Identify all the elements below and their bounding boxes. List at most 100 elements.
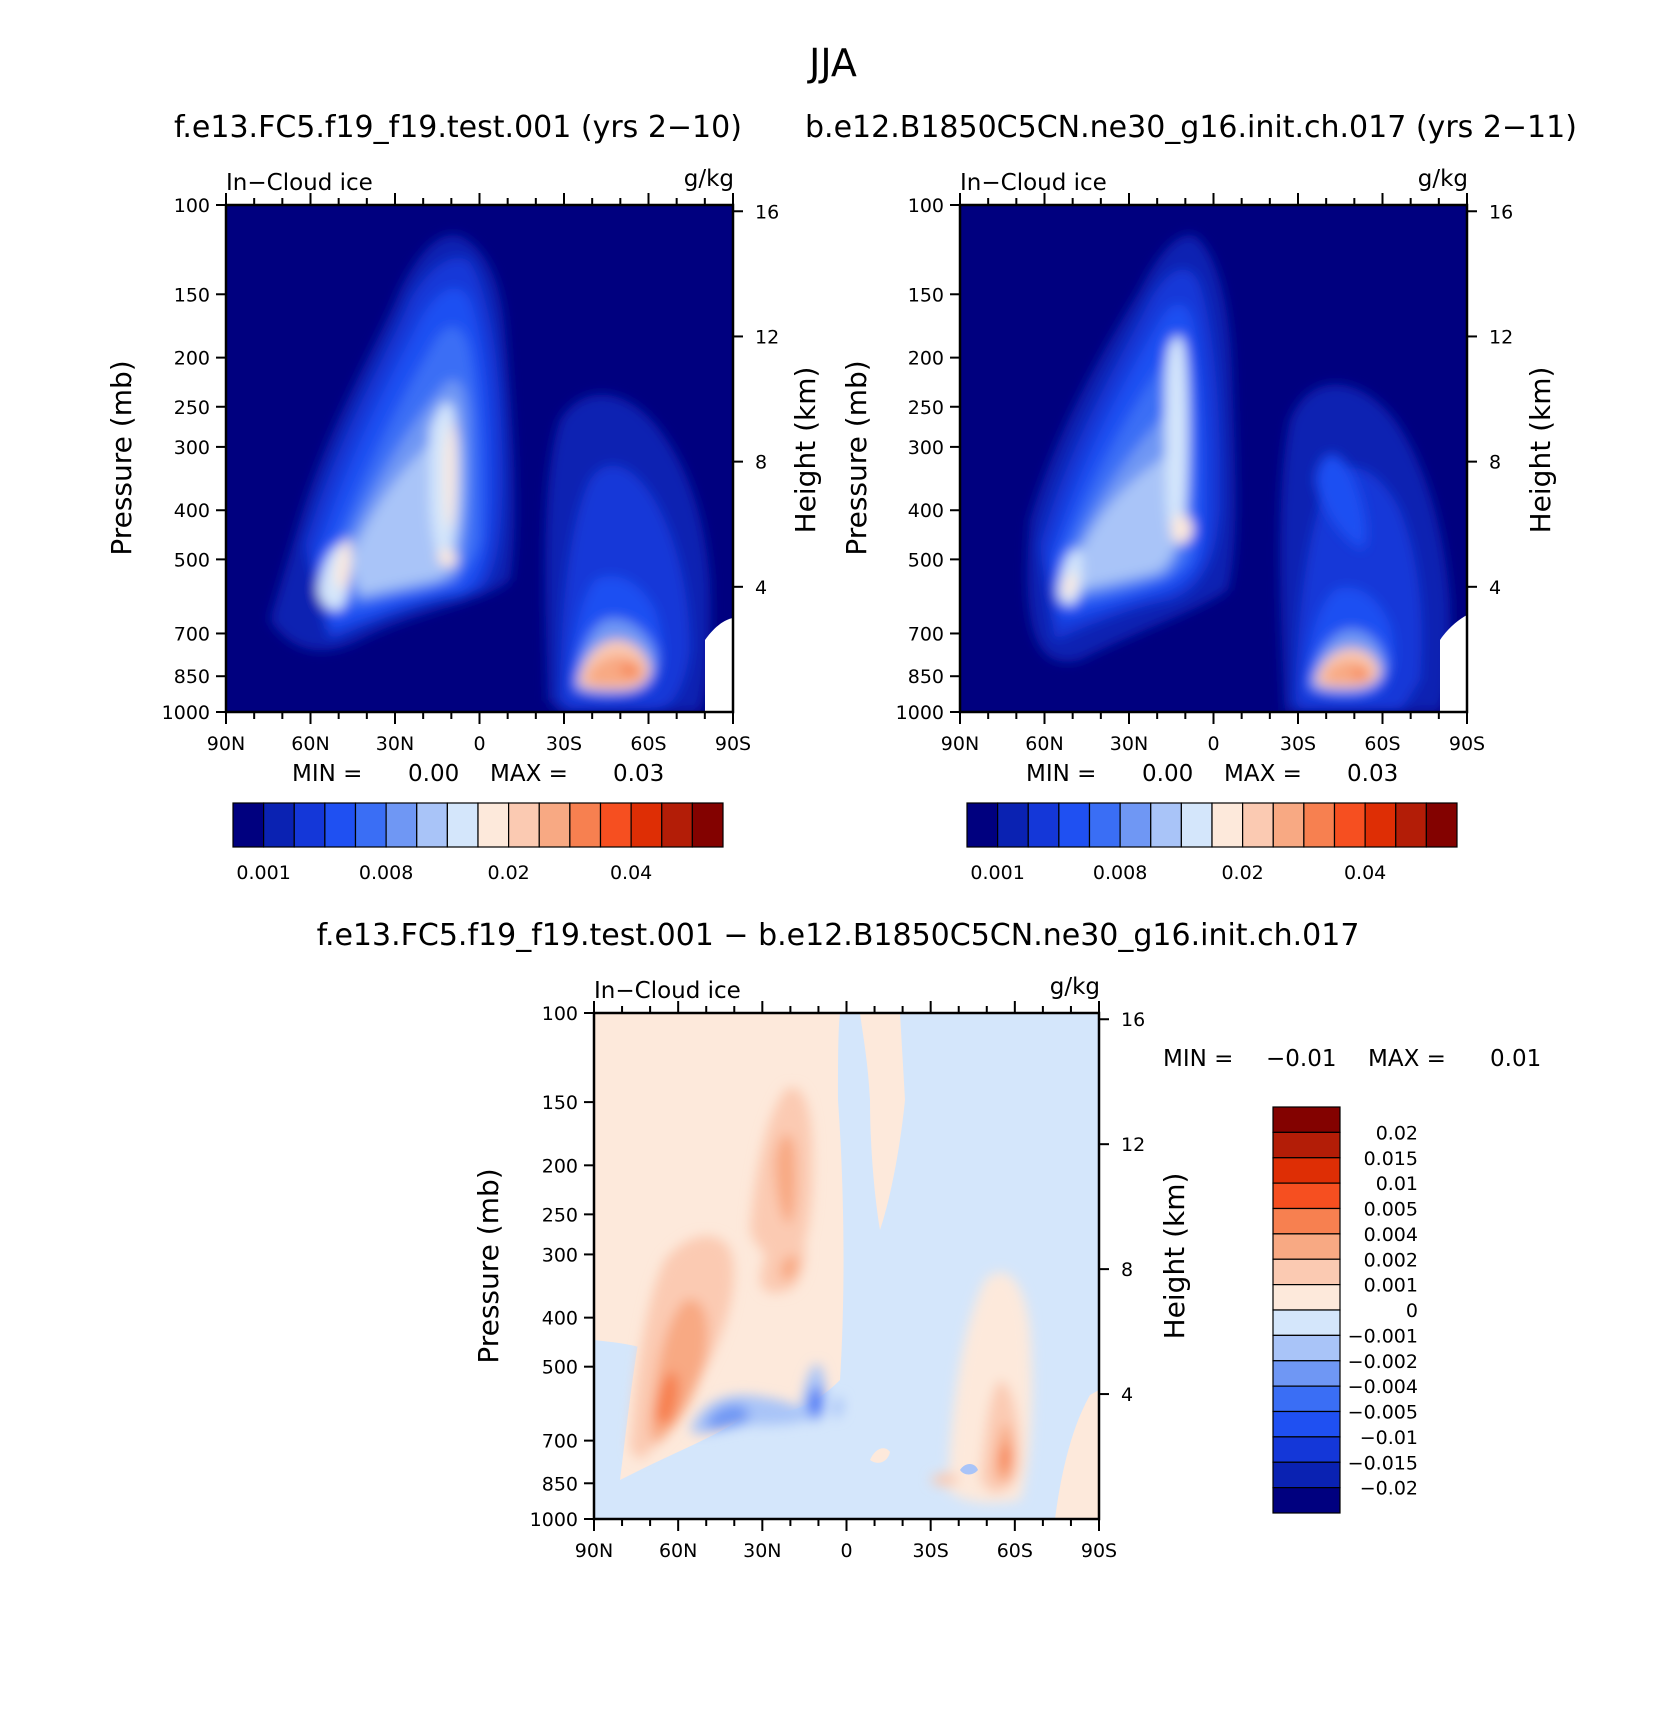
colorbar-label: 0.04 — [610, 862, 652, 884]
lat-tick-label: 0 — [1207, 733, 1219, 755]
colorbar-swatch — [691, 802, 724, 848]
pressure-tick-label: 150 — [174, 284, 210, 306]
colorbar-label: 0.02 — [487, 862, 529, 884]
panel-difference-max-label: MAX = — [1368, 1046, 1446, 1072]
panel-control: 100 150 200 250 300 400 500 700 850 1000 16 12 8 4 90N… — [840, 166, 1557, 884]
panel-control-colorbar: 0.001 0.008 0.02 0.04 — [966, 802, 1458, 884]
height-tick-label: 4 — [755, 577, 767, 599]
colorbar-swatch — [1272, 1131, 1341, 1159]
lat-tick-label: 60S — [1364, 733, 1400, 755]
colorbar-swatch — [1272, 1157, 1341, 1184]
colorbar-swatch — [1272, 1461, 1341, 1489]
colorbar-swatch — [1272, 1182, 1341, 1210]
colorbar-swatch — [1272, 1258, 1341, 1286]
colorbar-swatch — [1150, 802, 1182, 848]
height-tick-label: 4 — [1489, 577, 1501, 599]
colorbar-swatch — [569, 802, 602, 848]
colorbar-label: 0.02 — [1376, 1122, 1418, 1144]
panel-model-variable-label: In−Cloud ice — [226, 170, 373, 196]
colorbar-swatch — [293, 802, 326, 848]
lat-tick-label: 60S — [997, 1540, 1033, 1562]
season-title: JJA — [807, 41, 857, 85]
pressure-tick-label: 100 — [542, 1003, 578, 1025]
colorbar-swatch — [1272, 1385, 1341, 1413]
lat-tick-label: 90S — [1449, 733, 1485, 755]
colorbar-swatch — [446, 802, 479, 848]
colorbar-swatch — [477, 802, 510, 848]
height-tick-label: 12 — [1121, 1134, 1145, 1156]
colorbar-label: −0.002 — [1348, 1351, 1418, 1373]
lat-tick-label: 60S — [630, 733, 666, 755]
colorbar-label: −0.001 — [1348, 1325, 1418, 1347]
colorbar-label: −0.005 — [1348, 1402, 1418, 1424]
colorbar-swatch — [1058, 802, 1091, 848]
colorbar-swatch — [997, 802, 1029, 848]
pressure-tick-label: 300 — [908, 437, 944, 459]
lat-tick-label: 60N — [291, 733, 329, 755]
colorbar-swatch — [1272, 1360, 1341, 1387]
panel-difference-pressure-axis-title: Pressure (mb) — [472, 1168, 505, 1363]
lat-tick-label: 90N — [941, 733, 979, 755]
lat-tick-label: 30N — [1110, 733, 1148, 755]
colorbar-swatch — [1272, 802, 1305, 848]
pressure-tick-label: 150 — [908, 284, 944, 306]
colorbar-label: 0.04 — [1344, 862, 1386, 884]
pressure-tick-label: 700 — [542, 1431, 578, 1453]
colorbar-swatch — [661, 802, 693, 848]
pressure-tick-label: 700 — [174, 623, 210, 645]
colorbar-swatch — [1272, 1284, 1341, 1311]
panel-model-pressure-axis-title: Pressure (mb) — [105, 360, 138, 555]
colorbar-swatch — [324, 802, 357, 848]
colorbar-swatch — [263, 802, 295, 848]
pressure-tick-label: 250 — [542, 1204, 578, 1226]
pressure-tick-label: 100 — [174, 195, 210, 217]
height-tick-label: 8 — [1121, 1259, 1133, 1281]
pressure-tick-label: 100 — [908, 195, 944, 217]
panel-difference-variable-label: In−Cloud ice — [594, 978, 741, 1004]
pressure-tick-label: 200 — [174, 348, 210, 370]
title-difference: f.e13.FC5.f19_f19.test.001 − b.e12.B1850… — [317, 918, 1360, 953]
panel-control-units-label: g/kg — [1418, 166, 1468, 192]
pressure-tick-label: 850 — [908, 666, 944, 688]
pressure-tick-label: 400 — [908, 500, 944, 522]
colorbar-swatch — [1119, 802, 1152, 848]
colorbar-label: −0.02 — [1360, 1478, 1418, 1500]
panel-model-field — [226, 205, 733, 712]
lat-tick-label: 30S — [546, 733, 582, 755]
colorbar-label: 0 — [1406, 1300, 1418, 1322]
colorbar-label: 0.001 — [970, 862, 1024, 884]
colorbar-swatch — [1272, 1106, 1341, 1133]
colorbar-swatch — [1272, 1334, 1341, 1362]
panel-difference-max-value: 0.01 — [1490, 1046, 1541, 1072]
colorbar-label: 0.008 — [359, 862, 413, 884]
pressure-tick-label: 300 — [174, 437, 210, 459]
panel-control-min-label: MIN = — [1026, 761, 1096, 787]
pressure-tick-label: 1000 — [530, 1509, 578, 1531]
height-tick-label: 8 — [1489, 452, 1501, 474]
colorbar-swatch — [508, 802, 540, 848]
pressure-tick-label: 300 — [542, 1244, 578, 1266]
panel-model-max-value: 0.03 — [613, 761, 664, 787]
panel-difference-height-axis-title: Height (km) — [1158, 1173, 1191, 1340]
panel-model-units-label: g/kg — [684, 166, 734, 192]
colorbar-label: 0.008 — [1093, 862, 1147, 884]
colorbar-swatch — [1242, 802, 1274, 848]
height-tick-label: 16 — [1121, 1009, 1145, 1031]
colorbar-swatch — [1395, 802, 1427, 848]
colorbar-swatch — [1425, 802, 1458, 848]
colorbar-swatch — [1211, 802, 1244, 848]
colorbar-swatch — [1272, 1436, 1341, 1463]
colorbar-swatch — [385, 802, 418, 848]
lat-tick-label: 90N — [575, 1540, 613, 1562]
colorbar-swatch — [966, 802, 999, 848]
height-tick-label: 4 — [1121, 1384, 1133, 1406]
colorbar-swatch — [354, 802, 387, 848]
panel-difference-field — [594, 1013, 1099, 1519]
lat-tick-label: 0 — [840, 1540, 852, 1562]
panel-control-variable-label: In−Cloud ice — [960, 170, 1107, 196]
pressure-tick-label: 850 — [542, 1473, 578, 1495]
panel-control-max-value: 0.03 — [1347, 761, 1398, 787]
colorbar-swatch — [1272, 1487, 1341, 1514]
colorbar-swatch — [1272, 1309, 1341, 1336]
